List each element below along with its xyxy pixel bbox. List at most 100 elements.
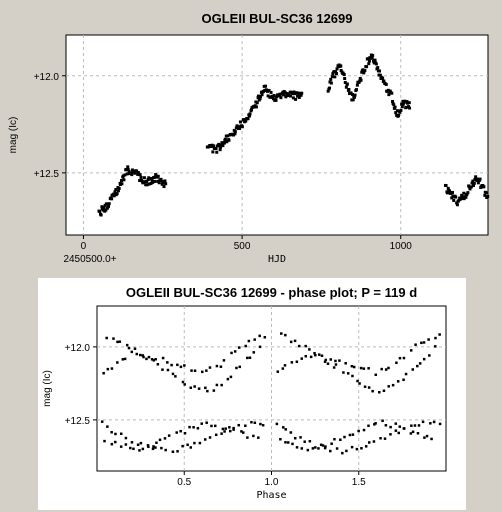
data-point — [285, 92, 289, 96]
data-point — [238, 120, 242, 124]
data-point — [124, 167, 128, 171]
data-point — [450, 196, 454, 200]
data-point — [464, 195, 468, 199]
data-point — [278, 94, 282, 98]
data-point — [372, 440, 376, 443]
data-point — [296, 94, 300, 98]
data-point — [189, 386, 193, 390]
data-point — [223, 137, 227, 141]
data-point — [329, 358, 333, 361]
data-point — [146, 444, 150, 447]
y-axis-label: mag (Ic) — [8, 117, 19, 154]
data-point — [366, 57, 370, 61]
data-point — [405, 101, 409, 105]
data-point — [252, 351, 256, 354]
data-point — [345, 449, 348, 453]
data-point — [232, 426, 235, 430]
data-point — [101, 208, 105, 212]
x-tick-label: 1.0 — [265, 477, 279, 488]
data-point — [103, 439, 106, 443]
chart-title: OGLEII BUL-SC36 12699 - phase plot; P = … — [126, 285, 417, 300]
plot-area — [65, 34, 489, 236]
data-point — [434, 345, 437, 348]
phase-plot-panel: 0.5 1.0 1.5 +12.0 +12.5 OGLEII BUL-SC36 12699… — [38, 278, 466, 510]
data-point — [161, 356, 165, 360]
data-point — [179, 429, 182, 433]
data-point — [430, 437, 433, 441]
data-point — [345, 82, 349, 86]
data-point — [336, 65, 340, 69]
data-point — [166, 368, 170, 372]
data-point — [408, 106, 412, 110]
data-point — [355, 447, 359, 451]
data-point — [381, 419, 384, 423]
data-point — [147, 445, 150, 449]
data-point — [321, 444, 325, 447]
data-point — [119, 432, 123, 436]
data-point — [263, 88, 267, 92]
data-point — [339, 69, 343, 73]
data-point — [400, 102, 404, 106]
data-point — [295, 446, 299, 449]
phase-plot-chart: 0.5 1.0 1.5 +12.0 +12.5 OGLEII BUL-SC36 12699… — [42, 285, 447, 501]
data-point — [188, 425, 191, 429]
data-point — [244, 119, 248, 123]
data-point — [229, 429, 232, 433]
data-point — [378, 69, 382, 73]
data-point — [374, 373, 378, 377]
data-point — [402, 427, 406, 430]
data-point — [395, 109, 399, 113]
data-point — [282, 426, 285, 429]
data-point — [476, 177, 480, 181]
data-point — [454, 195, 458, 199]
data-point — [272, 94, 276, 98]
data-point — [219, 365, 223, 368]
data-point — [114, 432, 117, 436]
data-point — [252, 434, 255, 438]
data-point — [230, 351, 233, 355]
data-point — [246, 356, 249, 360]
data-point — [293, 92, 297, 96]
data-point — [342, 73, 346, 77]
data-point — [444, 184, 448, 188]
data-point — [161, 181, 165, 185]
data-point — [398, 110, 402, 114]
data-point — [167, 434, 171, 437]
data-point — [220, 432, 223, 435]
data-point — [399, 108, 403, 112]
data-point — [183, 364, 186, 367]
data-point — [367, 62, 371, 66]
data-point — [353, 93, 357, 97]
data-point — [138, 173, 142, 177]
data-point — [206, 389, 209, 393]
data-point — [125, 343, 129, 347]
data-point — [339, 64, 343, 68]
data-point — [105, 336, 108, 340]
data-point — [170, 363, 173, 367]
x-offset-label: 2450500.0+ — [63, 254, 116, 265]
data-point — [343, 435, 346, 439]
data-point — [398, 425, 402, 428]
data-point — [335, 67, 339, 71]
data-point — [154, 446, 157, 449]
data-point — [346, 372, 350, 375]
data-point — [139, 441, 143, 445]
data-point — [287, 92, 291, 96]
data-point — [253, 338, 256, 341]
data-point — [411, 430, 415, 434]
data-point — [392, 103, 396, 107]
data-point — [210, 143, 214, 147]
data-point — [434, 336, 437, 340]
data-point — [136, 170, 140, 174]
data-point — [284, 333, 287, 337]
data-point — [352, 365, 356, 369]
data-point — [308, 439, 312, 443]
data-point — [153, 179, 157, 183]
y-tick-label: +12.5 — [34, 169, 60, 180]
data-point — [323, 360, 327, 363]
data-point — [126, 165, 130, 169]
data-point — [276, 370, 280, 373]
data-point — [225, 140, 229, 144]
data-point — [205, 369, 208, 372]
data-point — [428, 354, 431, 357]
